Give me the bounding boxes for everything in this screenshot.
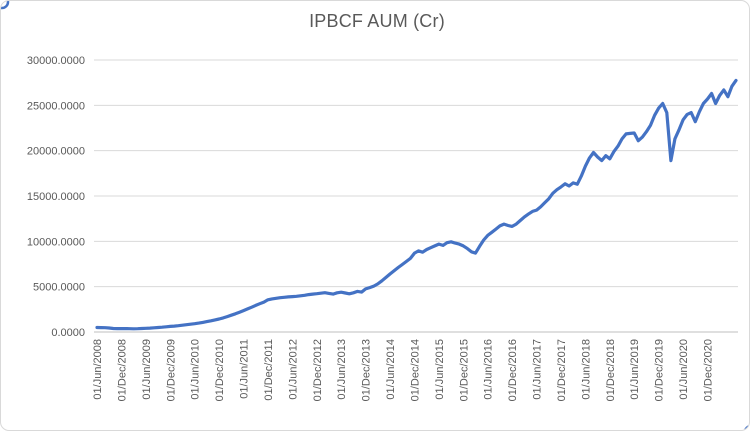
x-axis-tick-label: 01/Dec/2018 bbox=[605, 339, 617, 401]
x-axis-tick-label: 01/Dec/2011 bbox=[263, 339, 275, 401]
chart-title[interactable]: IPBCF AUM (Cr) bbox=[309, 11, 445, 31]
x-axis-tick-label: 01/Dec/2020 bbox=[703, 339, 715, 401]
x-axis-tick-label: 01/Jun/2010 bbox=[190, 339, 202, 400]
x-axis-tick-label: 01/Jun/2012 bbox=[287, 339, 299, 400]
x-axis-tick-label: 01/Dec/2019 bbox=[654, 339, 666, 401]
y-axis-tick-label: 0.0000 bbox=[51, 327, 85, 339]
x-axis-tick-label: 01/Dec/2016 bbox=[507, 339, 519, 401]
y-axis-tick-label: 25000.0000 bbox=[27, 100, 85, 112]
x-axis-tick-label: 01/Dec/2015 bbox=[458, 339, 470, 401]
x-axis-tick-label: 01/Jun/2015 bbox=[434, 339, 446, 400]
x-axis-tick-label: 01/Jun/2011 bbox=[239, 339, 251, 399]
x-axis-tick-label: 01/Dec/2014 bbox=[409, 339, 421, 401]
x-axis-tick-label: 01/Dec/2012 bbox=[312, 339, 324, 401]
x-axis-tick-label: 01/Jun/2013 bbox=[336, 339, 348, 400]
x-axis-tick-label: 01/Dec/2010 bbox=[214, 339, 226, 401]
selection-handle-top-left-icon[interactable] bbox=[1, 1, 10, 10]
y-axis-tick-label: 30000.0000 bbox=[27, 55, 85, 67]
x-axis-tick-label: 01/Jun/2019 bbox=[629, 339, 641, 400]
selection-handle-bottom-right-icon[interactable] bbox=[744, 425, 750, 431]
aum-series-line[interactable] bbox=[95, 78, 738, 331]
y-axis-tick-label: 15000.0000 bbox=[27, 191, 85, 203]
y-axis-tick-label: 10000.0000 bbox=[27, 236, 85, 248]
x-axis-tick-label: 01/Jun/2008 bbox=[92, 339, 104, 400]
x-axis-tick-label: 01/Dec/2013 bbox=[361, 339, 373, 401]
x-axis-tick-label: 01/Jun/2009 bbox=[141, 339, 153, 400]
x-axis-tick-label: 01/Dec/2017 bbox=[556, 339, 568, 401]
x-axis-tick-label: 01/Jun/2016 bbox=[483, 339, 495, 400]
x-axis-tick-label: 01/Dec/2008 bbox=[116, 339, 128, 401]
x-axis-tick-label: 01/Jun/2017 bbox=[532, 339, 544, 400]
y-axis-tick-label: 5000.0000 bbox=[33, 282, 85, 294]
y-axis-tick-label: 20000.0000 bbox=[27, 146, 85, 158]
x-axis-tick-label: 01/Jun/2018 bbox=[580, 339, 592, 400]
x-axis-tick-label: 01/Dec/2009 bbox=[165, 339, 177, 401]
x-axis-tick-label: 01/Jun/2014 bbox=[385, 339, 397, 400]
x-axis-tick-label: 01/Jun/2020 bbox=[678, 339, 690, 400]
